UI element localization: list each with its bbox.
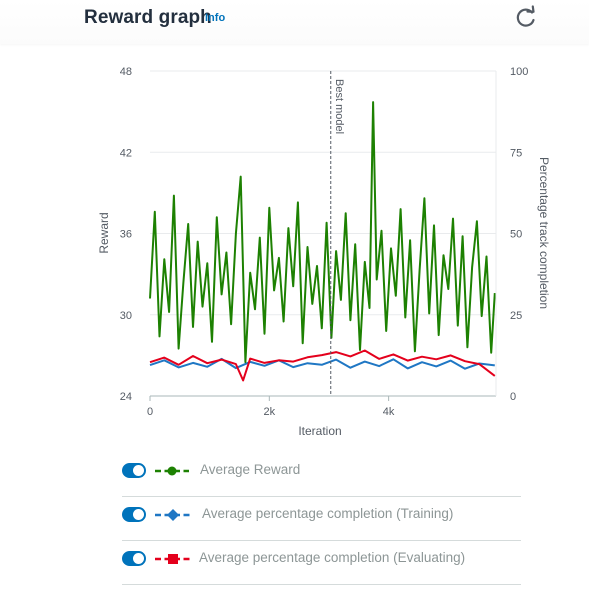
panel-title: Reward graph (84, 7, 212, 28)
legend-item-reward: Average Reward (122, 453, 521, 497)
best-model-label: Best model (333, 79, 345, 134)
info-link[interactable]: Info (205, 12, 226, 24)
toggle-training[interactable] (122, 507, 146, 522)
y-right-tick-label: 0 (510, 391, 516, 403)
best-model-annotation: Best model (330, 71, 345, 396)
legend-label-evaluating: Average percentage completion (Evaluatin… (199, 550, 466, 565)
legend-item-evaluating: Average percentage completion (Evaluatin… (122, 541, 521, 585)
series-evaluating-completion (149, 349, 496, 382)
series-training-completion (149, 357, 495, 370)
x-tick-label: 4k (383, 406, 395, 418)
square-marker-icon (155, 554, 191, 564)
y-left-tick-label: 36 (120, 229, 132, 241)
y-left-tick-label: 30 (120, 310, 132, 322)
x-axis-title: Iteration (298, 424, 341, 438)
chart-series (149, 101, 496, 382)
x-tick-label: 2k (263, 406, 275, 418)
legend-label-reward: Average Reward (200, 462, 301, 477)
x-tick-label: 0 (147, 406, 153, 418)
y-left-tick-label: 24 (120, 391, 132, 403)
legend-item-training: Average percentage completion (Training) (122, 497, 521, 541)
panel-header: Reward graph Info (0, 0, 589, 44)
refresh-icon[interactable] (512, 4, 540, 32)
diamond-marker-icon (155, 509, 191, 521)
y-left-tick-label: 42 (120, 147, 132, 159)
chart-grid (150, 70, 496, 397)
y-right-tick-label: 25 (510, 310, 522, 322)
y-left-axis-title: Reward (97, 212, 111, 253)
y-right-tick-label: 75 (510, 147, 522, 159)
circle-marker-icon (155, 466, 189, 476)
reward-chart: Best model 24 30 36 42 48 0 25 50 75 100 0 2k 4k Iter… (97, 66, 551, 438)
legend-label-training: Average percentage completion (Training) (202, 506, 454, 521)
toggle-reward[interactable] (122, 463, 146, 478)
y-left-tick-label: 48 (120, 66, 132, 78)
chart-axes: 24 30 36 42 48 0 25 50 75 100 0 2k 4k Iteration Reward… (97, 66, 551, 438)
y-right-axis-title: Percentage track completion (537, 157, 551, 309)
y-right-tick-label: 50 (510, 229, 522, 241)
y-right-tick-label: 100 (510, 66, 528, 78)
toggle-evaluating[interactable] (122, 551, 146, 566)
series-average-reward (149, 101, 496, 364)
